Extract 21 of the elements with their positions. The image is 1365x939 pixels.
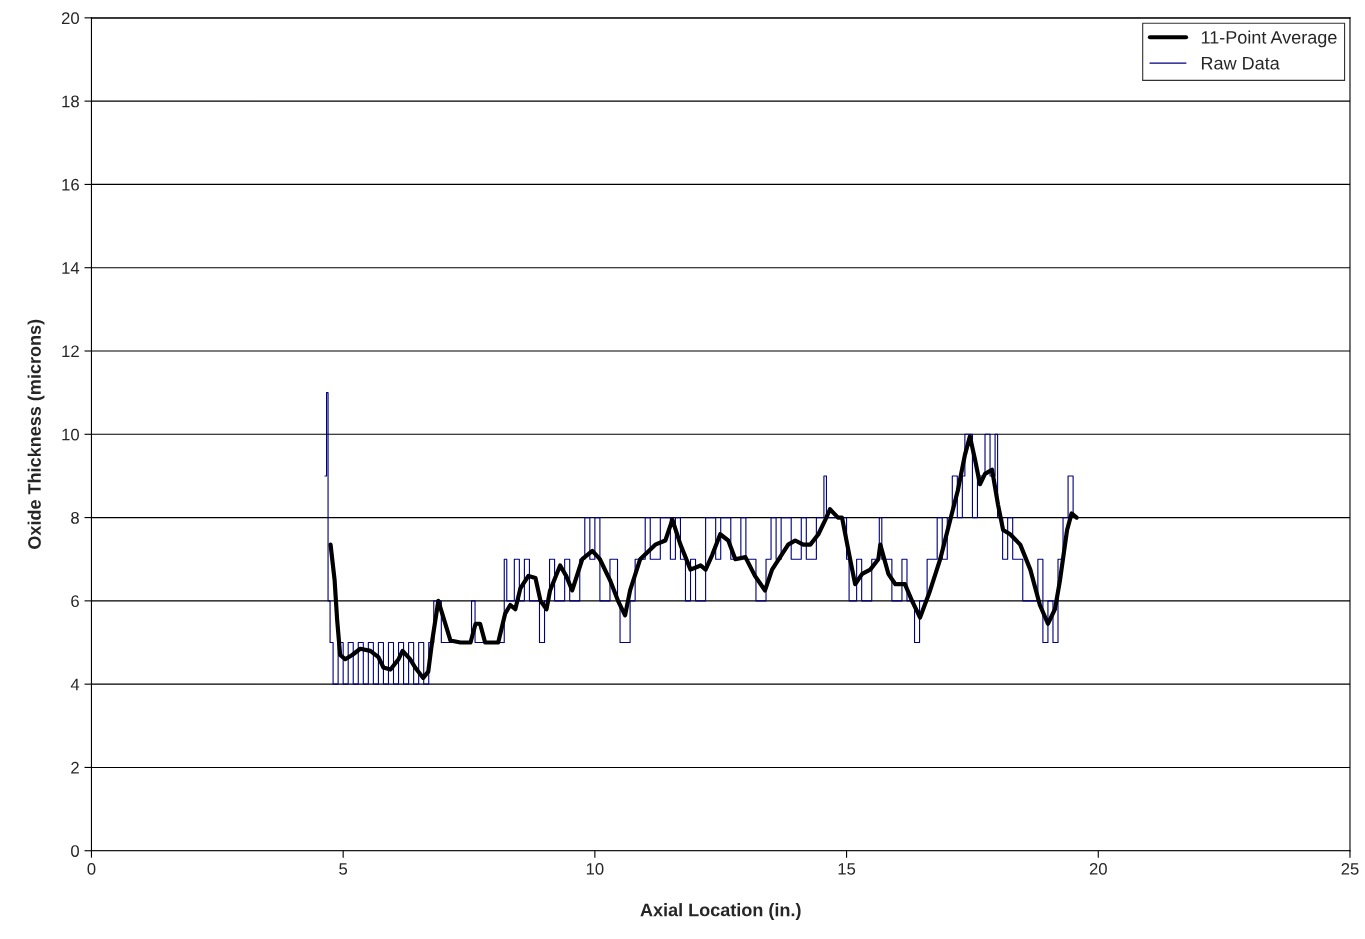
x-tick-label: 15 — [838, 863, 856, 875]
x-axis-title: Axial Location (in.) — [640, 903, 801, 920]
y-axis-title: Oxide Thickness (microns) — [27, 319, 45, 549]
y-tick-label: 8 — [71, 511, 79, 524]
x-tick-label: 10 — [586, 862, 604, 875]
x-tick-label: 0 — [87, 862, 96, 875]
y-tick-label: 6 — [71, 595, 79, 608]
y-tick-label: 4 — [70, 678, 80, 691]
x-tick-label: 20 — [1089, 862, 1107, 875]
y-tick-label: 2 — [71, 761, 79, 774]
y-tick-label: 10 — [62, 428, 79, 441]
legend-label: 11-Point Average — [1201, 30, 1337, 48]
x-tick-label: 25 — [1341, 862, 1359, 875]
y-tick-label: 14 — [62, 262, 80, 274]
y-tick-label: 20 — [61, 12, 79, 25]
x-tick-label: 5 — [339, 863, 348, 875]
y-tick-label: 18 — [62, 95, 79, 108]
y-tick-label: 0 — [71, 845, 79, 857]
y-tick-label: 16 — [62, 178, 79, 191]
y-tick-label: 12 — [62, 345, 79, 358]
legend-label: Raw Data — [1201, 57, 1280, 70]
